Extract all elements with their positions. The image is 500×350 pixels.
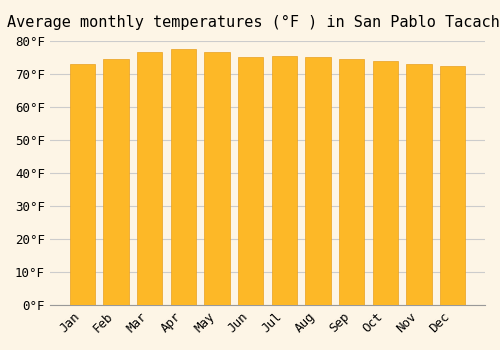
Bar: [372, 61, 398, 305]
Bar: [170, 49, 196, 305]
Bar: [406, 64, 432, 305]
Bar: [238, 57, 263, 305]
Bar: [104, 59, 128, 305]
Bar: [440, 66, 465, 305]
Bar: [70, 64, 95, 305]
Bar: [137, 52, 162, 305]
Bar: [339, 59, 364, 305]
Bar: [204, 52, 230, 305]
Bar: [306, 57, 330, 305]
Title: Average monthly temperatures (°F ) in San Pablo Tacachico: Average monthly temperatures (°F ) in Sa…: [8, 15, 500, 30]
Bar: [272, 56, 297, 305]
